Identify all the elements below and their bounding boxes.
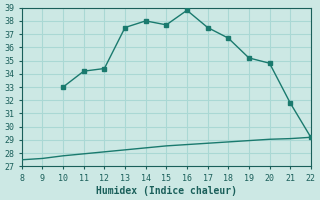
X-axis label: Humidex (Indice chaleur): Humidex (Indice chaleur) bbox=[96, 186, 237, 196]
